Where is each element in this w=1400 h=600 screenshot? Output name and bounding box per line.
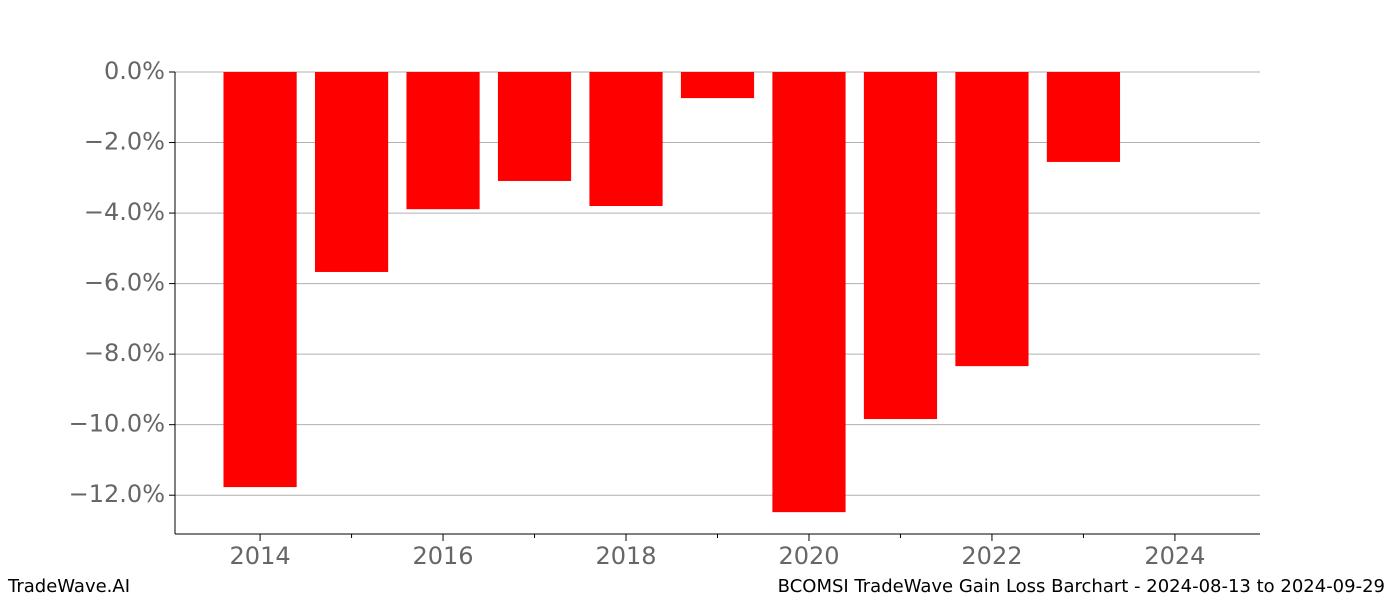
y-tick-label: −4.0%	[84, 198, 165, 226]
y-tick-label: −8.0%	[84, 339, 165, 367]
x-tick-label: 2020	[778, 542, 839, 570]
x-tick-label: 2018	[595, 542, 656, 570]
bar	[863, 72, 938, 420]
bar	[314, 72, 389, 272]
y-tick-label: 0.0%	[104, 57, 165, 85]
footer-right: BCOMSI TradeWave Gain Loss Barchart - 20…	[778, 576, 1385, 597]
y-tick-label: −12.0%	[69, 480, 165, 508]
bar	[1046, 72, 1121, 162]
y-tick-label: −6.0%	[84, 269, 165, 297]
x-tick-label: 2024	[1144, 542, 1205, 570]
footer-left: TradeWave.AI	[7, 576, 130, 597]
bar	[497, 72, 572, 181]
x-tick-label: 2022	[961, 542, 1022, 570]
bar	[223, 72, 297, 488]
y-tick-label: −10.0%	[69, 410, 165, 438]
x-tick-label: 2014	[230, 542, 291, 570]
bar	[955, 72, 1029, 367]
bar	[406, 72, 480, 210]
bar	[589, 72, 663, 207]
x-tick-label: 2016	[413, 542, 474, 570]
y-tick-label: −2.0%	[84, 128, 165, 156]
bar	[772, 72, 846, 513]
bar	[680, 72, 755, 99]
